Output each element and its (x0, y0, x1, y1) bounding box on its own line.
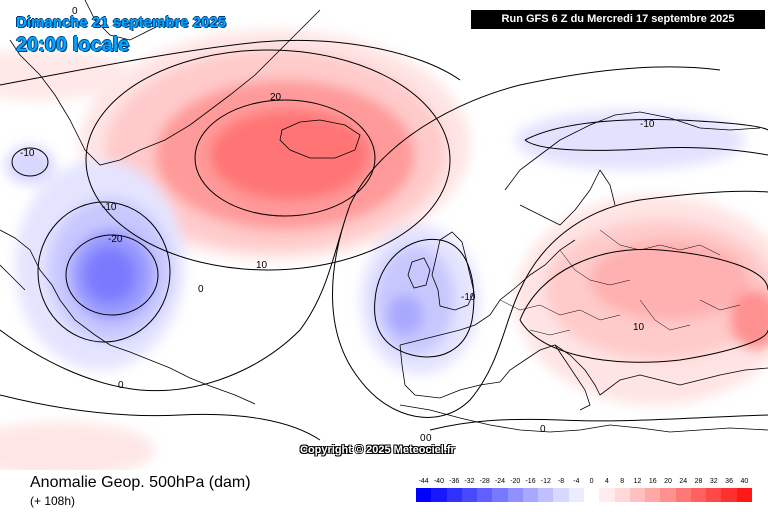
scale-swatch (461, 488, 478, 502)
low-anomaly-scandinavia (515, 110, 745, 170)
scale-swatch (599, 488, 616, 502)
copyright-notice: Copyright © 2025 Meteociel.fr (300, 444, 455, 456)
scale-tick-label: 0 (589, 478, 594, 485)
scale-tick-label: -20 (510, 478, 521, 485)
scale-swatch (553, 488, 570, 502)
scale-tick-label: -4 (573, 478, 580, 485)
scale-swatch (538, 488, 554, 502)
contour-minus-20-canada (65, 234, 159, 316)
scale-swatch (721, 488, 738, 502)
run-banner: Run GFS 6 Z du Mercredi 17 septembre 202… (471, 10, 765, 29)
scale-tick-label: 32 (709, 478, 718, 485)
scale-tick-label: 4 (604, 478, 609, 485)
forecast-date: Dimanche 21 septembre 2025 (16, 14, 227, 31)
contour-label: 10 (633, 322, 645, 333)
scale-swatch (706, 488, 722, 502)
contour-label: 0 (198, 284, 204, 295)
scale-swatch (431, 488, 448, 502)
color-scale: -44 -40 -36 -32 -28 -24 -20 -16 -12 -8 -4 0 4 8 12 16 20… (416, 478, 753, 510)
scale-swatch (614, 488, 631, 502)
scale-tick-label: 20 (664, 478, 672, 485)
british-isles-coast (407, 231, 475, 311)
scale-tick-label: 8 (620, 478, 625, 485)
scale-swatch (492, 488, 509, 502)
greenland-coast (9, 0, 321, 166)
contour-minus-10-canada (37, 201, 171, 343)
scale-swatch (675, 488, 692, 502)
anomaly-shading (0, 30, 768, 470)
contour-minus-10-labrador (11, 147, 49, 177)
contour-plus-10-eastern-europe (519, 248, 768, 363)
forecast-time: 20:00 locale (16, 34, 130, 56)
canada-coast (0, 229, 256, 405)
scale-tick-label: -16 (525, 478, 536, 485)
contour-label: -20 (108, 234, 123, 245)
borders (499, 229, 741, 336)
anomaly-map: 0 -10 -10 -20 20 10 0 0 -10 -10 10 0 0 0 (0, 0, 768, 470)
contour-zero-line-south (0, 394, 768, 441)
scale-tick-label: -28 (479, 478, 490, 485)
contour-label: 0 (420, 433, 426, 444)
scale-tick-label: -44 (418, 478, 429, 485)
scale-swatch (507, 488, 524, 502)
scale-tick-label: -36 (449, 478, 460, 485)
scale-tick-label: -8 (557, 478, 565, 485)
scale-tick-label: -32 (464, 478, 475, 485)
scale-tick-label: 24 (679, 478, 688, 485)
scale-swatch (477, 488, 493, 502)
legend-title: Anomalie Geop. 500hPa (dam) (30, 474, 251, 491)
contour-label: 20 (270, 92, 282, 103)
scale-swatch (736, 488, 753, 502)
contour-label: -10 (640, 119, 655, 130)
coastlines (0, 0, 768, 433)
contour-label: -10 (102, 202, 117, 213)
scale-tick-label: -40 (433, 478, 444, 485)
scale-tick-label: -24 (494, 478, 506, 485)
iceland-coast (279, 119, 361, 159)
scale-swatch (568, 488, 585, 502)
scale-swatch (584, 488, 600, 502)
contour-zero-line-west (0, 39, 768, 418)
scale-tick-label: 12 (633, 478, 642, 485)
contour-label: -10 (461, 292, 476, 303)
contour-plus-10-north-atlantic (85, 49, 451, 271)
scale-tick-label: 40 (740, 478, 749, 485)
scale-swatch (416, 488, 432, 502)
contour-label: -10 (20, 148, 35, 159)
contour-label: 0 (540, 424, 546, 435)
contour-label: 0 (72, 6, 78, 17)
contour-lines (0, 39, 768, 441)
scale-swatch (629, 488, 646, 502)
scandinavia-coast (504, 111, 761, 226)
scale-swatch (690, 488, 707, 502)
scale-swatch (660, 488, 677, 502)
contour-label: 0 (426, 433, 432, 444)
contour-minus-10-scandinavia (524, 119, 768, 156)
contour-minus-10-western-europe (374, 238, 475, 358)
contour-label: 0 (118, 380, 124, 391)
italy-coast (554, 344, 591, 411)
scale-swatch (645, 488, 661, 502)
scale-swatch (446, 488, 463, 502)
scale-tick-label: 36 (725, 478, 733, 485)
africa-coast (399, 404, 768, 433)
scale-tick-label: -12 (540, 478, 551, 485)
scale-swatch (522, 488, 539, 502)
legend-subtitle: (+ 108h) (30, 494, 76, 508)
europe-coast (399, 239, 768, 399)
scale-tick-label: 16 (648, 478, 657, 485)
scale-tick-label: 28 (694, 478, 703, 485)
contour-label: 10 (256, 260, 268, 271)
contour-labels: 0 -10 -10 -20 20 10 0 0 -10 -10 10 0 0 0 (20, 6, 655, 444)
contour-plus-20-north-atlantic (194, 99, 376, 217)
